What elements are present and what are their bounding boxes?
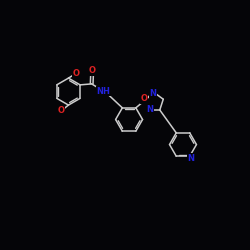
Text: N: N xyxy=(146,105,153,114)
Text: O: O xyxy=(58,106,65,115)
Text: N: N xyxy=(150,89,157,98)
Text: O: O xyxy=(73,69,80,78)
Text: N: N xyxy=(187,154,194,163)
Text: O: O xyxy=(88,66,96,75)
Text: NH: NH xyxy=(97,87,110,96)
Text: O: O xyxy=(140,94,147,103)
